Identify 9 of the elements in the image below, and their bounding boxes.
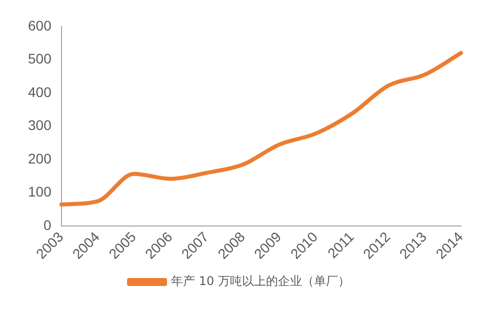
y-tick-label: 200 bbox=[28, 150, 52, 166]
y-tick-label: 100 bbox=[28, 184, 52, 200]
legend-label: 年产 10 万吨以上的企业（单厂） bbox=[171, 274, 350, 288]
y-tick-label: 0 bbox=[44, 216, 52, 233]
y-tick-label: 600 bbox=[28, 17, 52, 34]
y-tick-label: 400 bbox=[28, 84, 52, 100]
y-tick-label: 300 bbox=[28, 117, 52, 134]
line-series bbox=[59, 51, 463, 206]
y-tick-label: 500 bbox=[28, 50, 52, 67]
